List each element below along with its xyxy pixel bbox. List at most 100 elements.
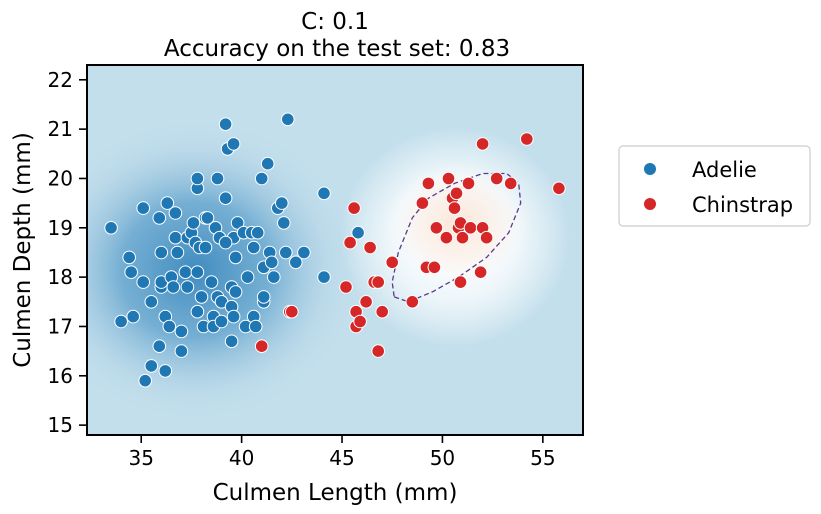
point-adelie xyxy=(218,191,233,205)
point-chinstrap xyxy=(363,240,377,255)
y-tick-label: 17 xyxy=(48,314,73,338)
point-chinstrap xyxy=(254,339,269,354)
point-adelie xyxy=(218,117,233,131)
y-tick-label: 16 xyxy=(48,364,73,388)
point-chinstrap xyxy=(449,186,464,201)
x-tick-label: 55 xyxy=(530,446,555,470)
axis-ticks: 35 40 45 50 55 15 16 17 18 19 20 21 22 xyxy=(48,68,556,470)
point-adelie xyxy=(254,171,269,186)
legend: Adelie Chinstrap xyxy=(618,145,811,227)
point-chinstrap xyxy=(441,171,456,186)
point-adelie xyxy=(104,221,118,235)
point-adelie xyxy=(178,265,193,280)
point-adelie xyxy=(194,290,209,304)
point-adelie xyxy=(246,240,261,255)
point-chinstrap xyxy=(447,201,462,215)
point-chinstrap xyxy=(429,221,444,235)
chart-title-line-1: C: 0.1 xyxy=(301,9,369,35)
point-adelie xyxy=(204,275,219,289)
chart-title-line-2: Accuracy on the test set: 0.83 xyxy=(164,36,510,62)
y-tick-label: 20 xyxy=(48,166,73,190)
point-adelie xyxy=(250,225,265,240)
point-adelie xyxy=(200,211,215,225)
point-adelie xyxy=(260,156,275,171)
point-adelie xyxy=(226,309,241,324)
point-adelie xyxy=(174,344,189,358)
point-adelie xyxy=(174,324,189,339)
point-chinstrap xyxy=(453,275,468,289)
point-adelie xyxy=(122,250,136,265)
x-tick-label: 40 xyxy=(229,446,254,470)
x-tick-label: 50 xyxy=(430,446,455,470)
point-chinstrap xyxy=(353,314,367,329)
point-adelie xyxy=(264,255,279,270)
point-chinstrap xyxy=(455,230,470,245)
point-adelie xyxy=(126,309,140,324)
y-axis-label: Culmen Depth (mm) xyxy=(10,132,36,368)
point-adelie xyxy=(136,201,150,215)
point-adelie xyxy=(190,265,205,280)
point-chinstrap xyxy=(339,280,353,294)
point-chinstrap xyxy=(371,275,386,289)
point-adelie xyxy=(317,270,331,284)
point-adelie xyxy=(144,359,159,373)
point-adelie xyxy=(152,211,167,225)
point-chinstrap xyxy=(359,295,373,309)
point-adelie xyxy=(230,216,245,230)
point-chinstrap xyxy=(427,260,442,275)
point-chinstrap xyxy=(473,265,488,280)
points-layer xyxy=(104,112,566,388)
x-tick-label: 35 xyxy=(128,446,153,470)
point-adelie xyxy=(160,196,175,210)
legend-marker-chinstrap xyxy=(644,198,656,210)
point-chinstrap xyxy=(385,255,400,270)
point-adelie xyxy=(317,186,331,201)
point-chinstrap xyxy=(421,176,436,191)
point-chinstrap xyxy=(552,181,566,196)
point-adelie xyxy=(214,314,229,329)
point-chinstrap xyxy=(285,304,299,319)
point-adelie xyxy=(256,290,271,304)
point-adelie xyxy=(226,137,241,151)
y-tick-label: 21 xyxy=(48,117,73,141)
point-chinstrap xyxy=(520,132,534,146)
point-chinstrap xyxy=(479,230,494,245)
point-adelie xyxy=(166,280,181,294)
point-adelie xyxy=(224,334,239,349)
point-adelie xyxy=(279,245,293,260)
y-tick-label: 19 xyxy=(48,216,73,240)
point-adelie xyxy=(180,280,195,294)
point-adelie xyxy=(210,171,225,186)
point-adelie xyxy=(248,319,263,334)
point-adelie xyxy=(267,270,281,284)
point-chinstrap xyxy=(347,201,361,215)
point-adelie xyxy=(190,304,205,319)
point-chinstrap xyxy=(489,171,504,186)
point-adelie xyxy=(168,230,183,245)
point-chinstrap xyxy=(475,137,490,151)
point-chinstrap xyxy=(343,235,357,250)
point-chinstrap xyxy=(439,230,454,245)
point-chinstrap xyxy=(405,295,420,309)
point-adelie xyxy=(351,225,365,240)
legend-label-chinstrap: Chinstrap xyxy=(692,193,793,217)
point-adelie xyxy=(114,314,128,329)
point-adelie xyxy=(240,270,255,284)
legend-marker-adelie xyxy=(644,163,656,175)
legend-box xyxy=(618,145,811,227)
point-adelie xyxy=(138,373,152,388)
point-adelie xyxy=(198,240,213,255)
point-adelie xyxy=(297,245,311,260)
point-adelie xyxy=(158,364,173,378)
point-chinstrap xyxy=(463,221,478,235)
y-tick-label: 18 xyxy=(48,265,73,289)
point-chinstrap xyxy=(371,344,386,358)
point-adelie xyxy=(281,112,295,127)
point-adelie xyxy=(186,216,201,230)
legend-label-adelie: Adelie xyxy=(692,158,757,182)
point-adelie xyxy=(170,245,185,260)
point-chinstrap xyxy=(503,176,518,191)
point-adelie xyxy=(277,216,291,230)
x-tick-label: 45 xyxy=(329,446,354,470)
point-adelie xyxy=(144,295,159,309)
